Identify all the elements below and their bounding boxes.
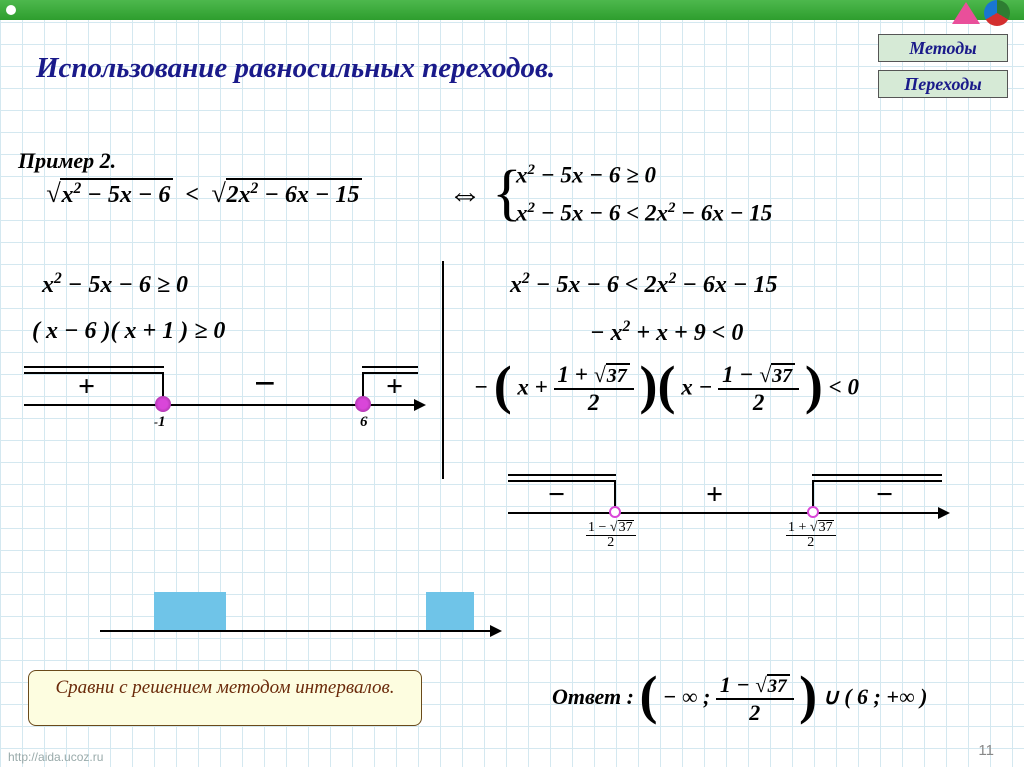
iff-symbol: ⇔ <box>448 176 482 214</box>
left-point-a <box>155 396 171 412</box>
left-tick-b: 6 <box>360 414 368 431</box>
right-point-a <box>609 506 621 518</box>
left-eq1: x2 − 5x − 6 ≥ 0 <box>42 270 188 299</box>
page-number: 11 <box>978 742 994 759</box>
blue-region-1 <box>154 592 226 630</box>
left-tick-a: -1 <box>154 414 166 431</box>
system-line1: x2 − 5x − 6 ≥ 0 <box>516 162 656 189</box>
combined-number-line <box>100 630 500 632</box>
compare-text: Сравни с решением методом интервалов. <box>55 677 394 698</box>
left-sign-1: + <box>78 370 95 404</box>
hatch-r1a <box>362 366 418 368</box>
blue-region-2 <box>426 592 474 630</box>
corner-decoration <box>952 2 1010 26</box>
example-label: Пример 2. <box>18 148 116 174</box>
right-sign-1: − <box>548 478 565 512</box>
top-bar <box>0 0 1024 20</box>
left-sign-3: + <box>386 370 403 404</box>
footer-url: http://aida.ucoz.ru <box>8 750 103 764</box>
system-line2: x2 − 5x − 6 < 2x2 − 6x − 15 <box>516 200 772 227</box>
hatch-l1a <box>24 366 164 368</box>
right-sign-3: − <box>876 478 893 512</box>
rhatch-l1a <box>508 474 616 476</box>
left-sign-2: − <box>254 362 276 406</box>
right-tick-b: 1 + 372 <box>786 520 836 550</box>
rhatch-r1a <box>812 474 942 476</box>
left-point-b <box>355 396 371 412</box>
main-inequality: x2 − 5x − 6 < 2x2 − 6x − 15 <box>46 178 362 209</box>
right-eq1: x2 − 5x − 6 < 2x2 − 6x − 15 <box>510 270 777 299</box>
right-factored: − ( x + 1 + 372 )( x − 1 − 372 ) < 0 <box>474 362 859 416</box>
right-point-b <box>807 506 819 518</box>
right-number-line <box>508 512 948 514</box>
right-sign-2: + <box>706 478 723 512</box>
methods-button[interactable]: Методы <box>878 34 1008 62</box>
transitions-button[interactable]: Переходы <box>878 70 1008 98</box>
answer-label: Ответ : <box>552 684 634 709</box>
answer: Ответ : ( − ∞ ; 1 − 372 ) ∪ ( 6 ; +∞ ) <box>552 672 927 726</box>
vertical-divider <box>442 261 444 479</box>
slide-title: Использование равносильных переходов. <box>36 52 555 85</box>
right-tick-a: 1 − 372 <box>586 520 636 550</box>
left-eq2: ( x − 6 )( x + 1 ) ≥ 0 <box>32 318 225 345</box>
compare-box[interactable]: Сравни с решением методом интервалов. <box>28 670 422 726</box>
right-eq2: − x2 + x + 9 < 0 <box>590 318 743 347</box>
